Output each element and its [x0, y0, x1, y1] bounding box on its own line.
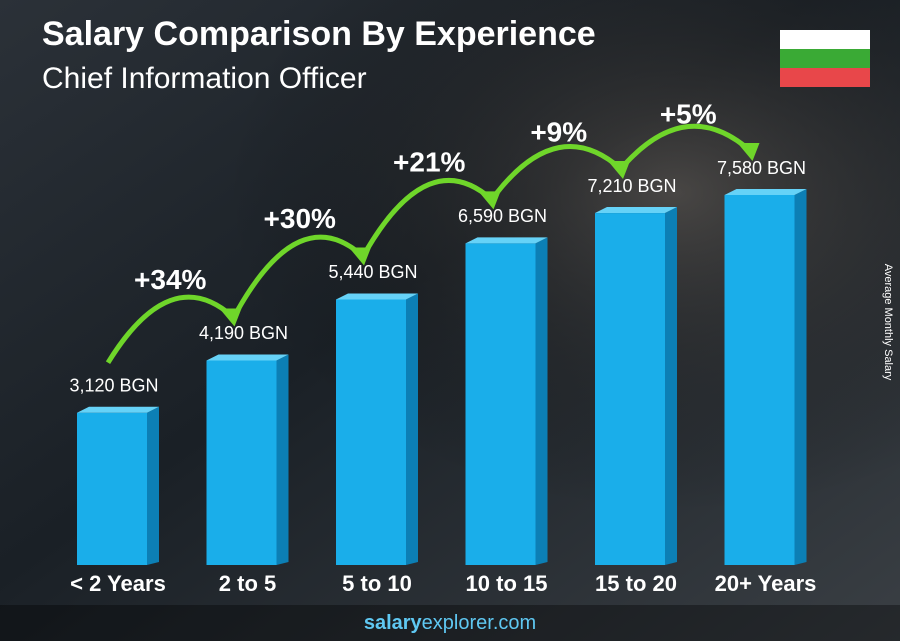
change-arrow: [494, 144, 623, 195]
x-tick-label: 2 to 5: [219, 571, 276, 596]
bar-group: [206, 354, 289, 565]
bar: [336, 299, 406, 565]
arrow-head: [349, 247, 371, 266]
bar-top: [465, 237, 548, 244]
bar-side: [276, 354, 289, 565]
value-label: 7,580 BGN: [717, 158, 806, 178]
flag-stripe: [780, 30, 870, 49]
bar-top: [595, 207, 677, 214]
change-label: +9%: [530, 116, 587, 147]
change-arrow: [105, 294, 235, 365]
change-arrow: [624, 123, 753, 165]
x-tick-label: 10 to 15: [466, 571, 548, 596]
bar: [595, 213, 665, 566]
value-label: 4,190 BGN: [199, 323, 288, 343]
change-label: +5%: [660, 98, 717, 129]
chart-title: Salary Comparison By Experience: [42, 15, 596, 53]
chart-subtitle: Chief Information Officer: [42, 62, 367, 95]
bar-side: [665, 207, 677, 566]
bar-group: [595, 207, 677, 566]
arrow-head: [219, 308, 242, 327]
value-label: 7,210 BGN: [587, 176, 676, 196]
change-arrow: [364, 177, 494, 251]
bar: [724, 195, 795, 565]
x-tick-label: 15 to 20: [595, 571, 677, 596]
bar-side: [535, 237, 548, 566]
footer: salaryexplorer.com: [364, 612, 536, 634]
bar-group: [336, 293, 418, 565]
change-arrow: [235, 234, 364, 312]
flag-stripe: [780, 49, 870, 68]
value-label: 3,120 BGN: [69, 375, 158, 395]
change-label: +34%: [134, 264, 206, 295]
bar-top: [336, 293, 418, 300]
bar-top: [724, 189, 807, 195]
x-tick-label: 20+ Years: [715, 571, 817, 596]
flag: [780, 30, 870, 87]
bar-group: [465, 237, 548, 566]
bar-top: [206, 354, 289, 361]
x-tick-label: 5 to 10: [342, 571, 412, 596]
bar-top: [77, 406, 159, 413]
bar: [77, 412, 147, 565]
bar-group: [724, 189, 807, 565]
value-label: 6,590 BGN: [458, 206, 547, 226]
footer-rest: explorer.com: [422, 612, 537, 634]
footer-bold: salary: [364, 612, 423, 634]
bar-group: [77, 406, 159, 565]
change-label: +30%: [264, 203, 336, 234]
arrow-head: [478, 191, 501, 210]
bar-side: [794, 189, 807, 565]
bar-side: [406, 293, 418, 565]
bar-side: [147, 406, 159, 565]
x-tick-label: < 2 Years: [70, 571, 166, 596]
arrow-head: [608, 161, 630, 180]
y-axis-label: Average Monthly Salary: [882, 264, 894, 381]
change-label: +21%: [393, 147, 465, 178]
bar: [206, 360, 277, 565]
bar: [465, 243, 536, 566]
footer-band: [0, 605, 900, 641]
flag-stripe: [780, 68, 870, 87]
arrow-head: [737, 143, 760, 161]
value-label: 5,440 BGN: [328, 262, 417, 282]
